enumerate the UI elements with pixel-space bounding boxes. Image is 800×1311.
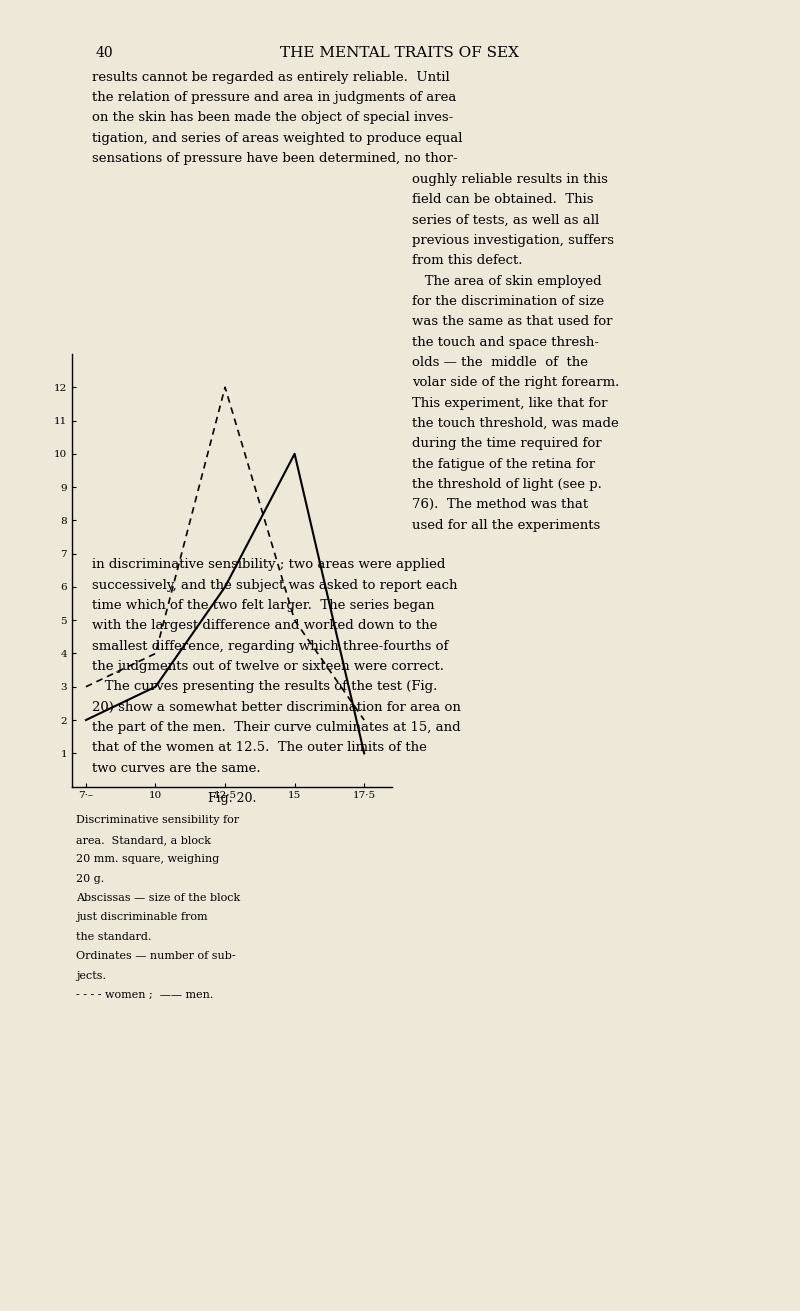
Text: smallest difference, regarding which three-fourths of: smallest difference, regarding which thr…: [92, 640, 448, 653]
Text: just discriminable from: just discriminable from: [76, 912, 208, 923]
Text: Abscissas — size of the block: Abscissas — size of the block: [76, 893, 240, 903]
Text: Fig. 20.: Fig. 20.: [208, 792, 256, 805]
Text: jects.: jects.: [76, 970, 106, 981]
Text: tigation, and series of areas weighted to produce equal: tigation, and series of areas weighted t…: [92, 131, 462, 144]
Text: used for all the experiments: used for all the experiments: [412, 518, 600, 531]
Text: - - - - women ;  —— men.: - - - - women ; —— men.: [76, 990, 214, 1000]
Text: the part of the men.  Their curve culminates at 15, and: the part of the men. Their curve culmina…: [92, 721, 461, 734]
Text: 76).  The method was that: 76). The method was that: [412, 498, 588, 511]
Text: area.  Standard, a block: area. Standard, a block: [76, 835, 211, 844]
Text: time which of the two felt larger.  The series began: time which of the two felt larger. The s…: [92, 599, 434, 612]
Text: sensations of pressure have been determined, no thor-: sensations of pressure have been determi…: [92, 152, 458, 165]
Text: for the discrimination of size: for the discrimination of size: [412, 295, 604, 308]
Text: successively, and the subject was asked to report each: successively, and the subject was asked …: [92, 579, 458, 591]
Text: previous investigation, suffers: previous investigation, suffers: [412, 233, 614, 246]
Text: the touch and space thresh-: the touch and space thresh-: [412, 336, 599, 349]
Text: series of tests, as well as all: series of tests, as well as all: [412, 214, 599, 227]
Text: that of the women at 12.5.  The outer limits of the: that of the women at 12.5. The outer lim…: [92, 742, 427, 754]
Text: two curves are the same.: two curves are the same.: [92, 762, 261, 775]
Text: was the same as that used for: was the same as that used for: [412, 316, 613, 328]
Text: 20 mm. square, weighing: 20 mm. square, weighing: [76, 855, 219, 864]
Text: the touch threshold, was made: the touch threshold, was made: [412, 417, 618, 430]
Text: from this defect.: from this defect.: [412, 254, 522, 267]
Text: THE MENTAL TRAITS OF SEX: THE MENTAL TRAITS OF SEX: [281, 46, 519, 60]
Text: Ordinates — number of sub-: Ordinates — number of sub-: [76, 952, 236, 961]
Text: 20) show a somewhat better discrimination for area on: 20) show a somewhat better discriminatio…: [92, 700, 461, 713]
Text: Discriminative sensibility for: Discriminative sensibility for: [76, 815, 239, 826]
Text: The curves presenting the results of the test (Fig.: The curves presenting the results of the…: [92, 680, 438, 694]
Text: 40: 40: [96, 46, 114, 60]
Text: volar side of the right forearm.: volar side of the right forearm.: [412, 376, 619, 389]
Text: the threshold of light (see p.: the threshold of light (see p.: [412, 477, 602, 490]
Text: on the skin has been made the object of special inves-: on the skin has been made the object of …: [92, 111, 454, 125]
Text: field can be obtained.  This: field can be obtained. This: [412, 193, 594, 206]
Text: This experiment, like that for: This experiment, like that for: [412, 396, 607, 409]
Text: the relation of pressure and area in judgments of area: the relation of pressure and area in jud…: [92, 90, 456, 104]
Text: during the time required for: during the time required for: [412, 438, 602, 450]
Text: the judgments out of twelve or sixteen were correct.: the judgments out of twelve or sixteen w…: [92, 661, 444, 673]
Text: with the largest difference and worked down to the: with the largest difference and worked d…: [92, 619, 438, 632]
Text: the fatigue of the retina for: the fatigue of the retina for: [412, 458, 595, 471]
Text: olds — the  middle  of  the: olds — the middle of the: [412, 357, 588, 368]
Text: oughly reliable results in this: oughly reliable results in this: [412, 173, 608, 186]
Text: results cannot be regarded as entirely reliable.  Until: results cannot be regarded as entirely r…: [92, 71, 450, 84]
Text: in discriminative sensibility ; two areas were applied: in discriminative sensibility ; two area…: [92, 558, 446, 572]
Text: The area of skin employed: The area of skin employed: [412, 275, 602, 287]
Text: 20 g.: 20 g.: [76, 873, 104, 884]
Text: the standard.: the standard.: [76, 932, 151, 941]
